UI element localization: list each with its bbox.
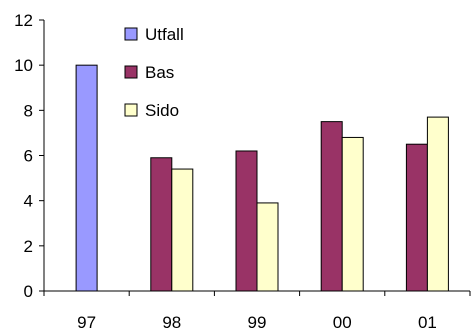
legend-swatch-utfall	[124, 27, 138, 41]
x-tick-label-98: 98	[162, 313, 181, 332]
y-tick-label: 0	[24, 282, 33, 301]
bar-bas-99	[235, 150, 258, 292]
y-tick-label: 12	[14, 11, 33, 30]
legend-swatch-sido	[124, 103, 138, 117]
legend-label-sido: Sido	[145, 101, 179, 120]
bar-bas-98	[150, 157, 173, 292]
bar-bas-01	[405, 143, 428, 292]
y-tick-label: 6	[24, 147, 33, 166]
x-tick-label-99: 99	[248, 313, 267, 332]
bar-utfall-97	[75, 64, 98, 292]
y-tick-label: 2	[24, 237, 33, 256]
legend: Utfall Bas Sido	[124, 25, 184, 120]
legend-swatch-bas	[124, 65, 138, 79]
legend-label-utfall: Utfall	[145, 25, 184, 44]
axes-group: 0 2 4 6 8 10 12 97 98 99 00 01	[14, 11, 471, 332]
x-tick-label-00: 00	[333, 313, 352, 332]
x-tick-label-97: 97	[77, 313, 96, 332]
bar-bas-00	[320, 121, 343, 292]
bar-sido-98	[171, 168, 194, 292]
bar-sido-01	[426, 116, 449, 292]
bars-group	[75, 64, 449, 292]
y-tick-label: 4	[24, 192, 33, 211]
bar-sido-99	[256, 202, 279, 292]
bar-sido-00	[341, 136, 364, 292]
y-tick-label: 8	[24, 101, 33, 120]
x-tick-label-01: 01	[418, 313, 437, 332]
legend-label-bas: Bas	[145, 63, 174, 82]
y-tick-label: 10	[14, 56, 33, 75]
